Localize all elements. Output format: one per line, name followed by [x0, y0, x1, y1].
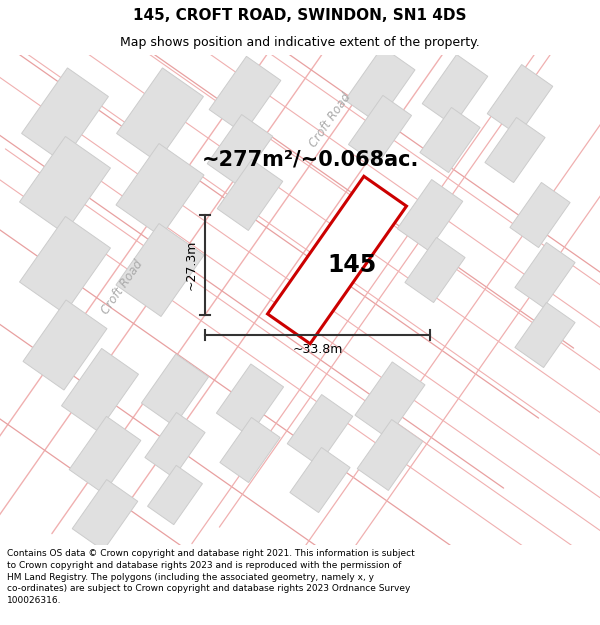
Polygon shape	[515, 302, 575, 368]
Polygon shape	[485, 118, 545, 182]
Polygon shape	[510, 182, 570, 248]
Polygon shape	[487, 64, 553, 136]
Text: Contains OS data © Crown copyright and database right 2021. This information is : Contains OS data © Crown copyright and d…	[7, 549, 415, 605]
Polygon shape	[287, 394, 353, 466]
Polygon shape	[345, 47, 415, 123]
Polygon shape	[20, 216, 110, 314]
Polygon shape	[349, 96, 412, 164]
Polygon shape	[397, 179, 463, 251]
Polygon shape	[116, 68, 203, 162]
Text: ~33.8m: ~33.8m	[292, 344, 343, 356]
Polygon shape	[220, 418, 280, 482]
Polygon shape	[355, 362, 425, 438]
Polygon shape	[23, 300, 107, 390]
Polygon shape	[20, 136, 110, 234]
Polygon shape	[405, 238, 465, 302]
Text: 145: 145	[328, 253, 377, 277]
Polygon shape	[217, 159, 283, 231]
Polygon shape	[72, 479, 138, 551]
Polygon shape	[142, 354, 209, 426]
Polygon shape	[515, 242, 575, 308]
Polygon shape	[268, 176, 406, 344]
Polygon shape	[148, 466, 202, 524]
Text: ~27.3m: ~27.3m	[185, 240, 197, 290]
Polygon shape	[209, 56, 281, 134]
Text: Croft Road: Croft Road	[307, 91, 353, 149]
Polygon shape	[69, 416, 141, 494]
Polygon shape	[217, 364, 284, 436]
Text: Map shows position and indicative extent of the property.: Map shows position and indicative extent…	[120, 36, 480, 49]
Polygon shape	[422, 54, 488, 126]
Polygon shape	[61, 348, 139, 432]
Polygon shape	[207, 114, 273, 186]
Polygon shape	[116, 144, 204, 236]
Polygon shape	[116, 224, 204, 316]
Text: Croft Road: Croft Road	[98, 258, 145, 316]
Polygon shape	[290, 448, 350, 512]
Polygon shape	[145, 412, 205, 478]
Polygon shape	[22, 68, 109, 162]
Text: ~277m²/~0.068ac.: ~277m²/~0.068ac.	[202, 150, 419, 170]
Polygon shape	[357, 419, 423, 491]
Text: 145, CROFT ROAD, SWINDON, SN1 4DS: 145, CROFT ROAD, SWINDON, SN1 4DS	[133, 8, 467, 23]
Polygon shape	[420, 107, 480, 172]
